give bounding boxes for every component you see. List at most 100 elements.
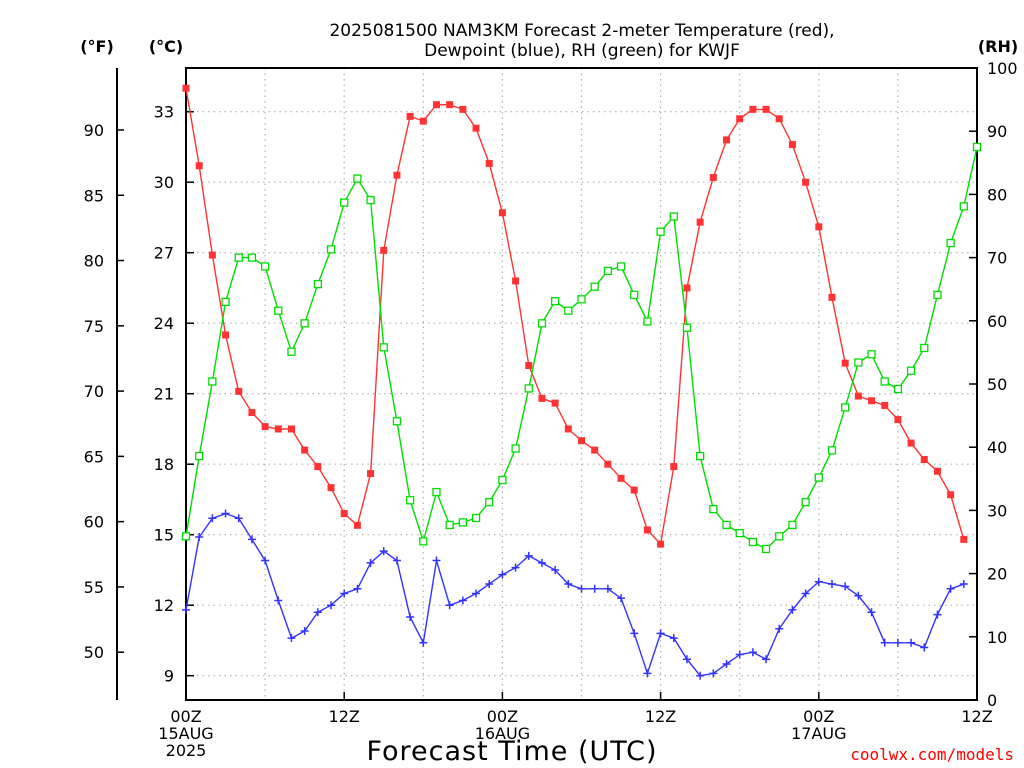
rh-point bbox=[181, 532, 191, 541]
dewpoint-point bbox=[801, 589, 810, 598]
temperature-point bbox=[762, 105, 770, 113]
dewpoint-point bbox=[867, 608, 876, 617]
rh-tick-label: 50 bbox=[987, 375, 1007, 394]
rh-point bbox=[893, 384, 903, 394]
dewpoint-point bbox=[748, 648, 757, 657]
dewpoint-point bbox=[537, 558, 546, 567]
rh-point bbox=[195, 451, 204, 461]
temperature-point bbox=[195, 162, 203, 170]
temperature-point bbox=[907, 439, 915, 447]
x-tick-label: 12Z bbox=[961, 707, 992, 726]
rh-point bbox=[630, 290, 639, 300]
rh-point bbox=[550, 297, 560, 306]
temperature-point bbox=[920, 456, 928, 464]
temperature-point bbox=[578, 437, 585, 445]
temperature-point bbox=[261, 423, 269, 431]
temperature-point bbox=[670, 463, 678, 471]
celsius-tick-label: 27 bbox=[154, 244, 174, 263]
rh-point bbox=[445, 520, 454, 530]
dewpoint-point bbox=[472, 589, 481, 598]
dewpoint-point bbox=[498, 570, 507, 579]
dewpoint-point bbox=[366, 558, 375, 567]
celsius-tick-label: 33 bbox=[154, 103, 174, 122]
celsius-tick-label: 24 bbox=[154, 314, 174, 333]
temperature-point bbox=[775, 115, 783, 123]
temperature-point bbox=[498, 209, 506, 217]
rh-point bbox=[906, 366, 916, 375]
dewpoint-point bbox=[458, 596, 467, 605]
dewpoint-point bbox=[880, 638, 889, 647]
dewpoint-point bbox=[313, 608, 322, 617]
x-tick-label: 00Z bbox=[170, 707, 201, 726]
temperature-point bbox=[868, 397, 876, 405]
temperature-point bbox=[208, 251, 216, 259]
temperature-point bbox=[525, 362, 533, 370]
dewpoint-point bbox=[234, 514, 243, 523]
temperature-point bbox=[630, 486, 638, 494]
rh-point bbox=[564, 306, 573, 315]
fahrenheit-tick-label: 75 bbox=[84, 317, 104, 336]
temperature-point bbox=[749, 105, 757, 113]
rh-tick-label: 80 bbox=[987, 185, 1007, 204]
rh-point bbox=[221, 297, 230, 306]
dewpoint-point bbox=[603, 584, 612, 593]
unit-celsius: (°C) bbox=[149, 37, 183, 56]
dewpoint-point bbox=[696, 671, 705, 680]
dewpoint-point bbox=[327, 601, 336, 610]
temperature-point bbox=[815, 223, 823, 231]
fahrenheit-tick-label: 80 bbox=[84, 252, 104, 271]
rh-point bbox=[682, 323, 692, 332]
fahrenheit-tick-label: 60 bbox=[84, 513, 104, 532]
dewpoint-point bbox=[630, 629, 639, 638]
rh-point bbox=[471, 513, 481, 523]
x-tick-label: 00Z bbox=[803, 707, 834, 726]
rh-point bbox=[946, 238, 955, 248]
dewpoint-point bbox=[577, 584, 586, 593]
rh-point bbox=[366, 195, 375, 205]
temperature-point bbox=[248, 409, 256, 417]
temperature-point bbox=[604, 460, 612, 468]
dewpoint-point bbox=[907, 638, 916, 647]
rh-point bbox=[748, 537, 758, 547]
temperature-point bbox=[841, 359, 849, 367]
rh-point bbox=[392, 417, 402, 426]
dewpoint-point bbox=[893, 638, 902, 647]
temperature-point bbox=[367, 470, 375, 478]
rh-tick-label: 10 bbox=[987, 628, 1007, 647]
temperature-point bbox=[828, 293, 836, 301]
celsius-tick-label: 12 bbox=[154, 596, 174, 615]
rh-point bbox=[643, 317, 652, 326]
rh-point bbox=[340, 198, 349, 207]
temperature-point bbox=[723, 136, 731, 144]
celsius-tick-label: 9 bbox=[164, 667, 174, 686]
dewpoint-point bbox=[432, 556, 441, 565]
rh-tick-label: 30 bbox=[987, 501, 1007, 520]
rh-point bbox=[920, 343, 929, 353]
temperature-point bbox=[551, 399, 559, 407]
x-tick-label: 16AUG bbox=[475, 724, 530, 743]
fahrenheit-tick-label: 50 bbox=[84, 643, 104, 662]
rh-point bbox=[709, 504, 718, 514]
rh-point bbox=[458, 518, 468, 527]
rh-point bbox=[696, 451, 705, 461]
unit-rh: (RH) bbox=[978, 37, 1018, 56]
rh-point bbox=[788, 520, 797, 530]
x-tick-label: 12Z bbox=[645, 707, 676, 726]
dewpoint-point bbox=[775, 624, 784, 633]
dewpoint-point bbox=[920, 643, 929, 652]
dewpoint-point bbox=[247, 535, 256, 544]
rh-point bbox=[722, 520, 731, 530]
rh-point bbox=[669, 212, 678, 221]
rh-tick-label: 90 bbox=[987, 122, 1007, 141]
fahrenheit-tick-label: 90 bbox=[84, 121, 104, 140]
dewpoint-point bbox=[669, 634, 678, 643]
dewpoint-line bbox=[185, 512, 965, 677]
rh-point bbox=[274, 306, 283, 315]
x-tick-label: 15AUG bbox=[158, 724, 213, 743]
rh-point bbox=[841, 403, 850, 412]
dewpoint-point bbox=[841, 582, 850, 591]
temperature-point bbox=[472, 124, 480, 132]
temperature-point bbox=[274, 425, 282, 433]
dewpoint-point bbox=[827, 580, 836, 589]
